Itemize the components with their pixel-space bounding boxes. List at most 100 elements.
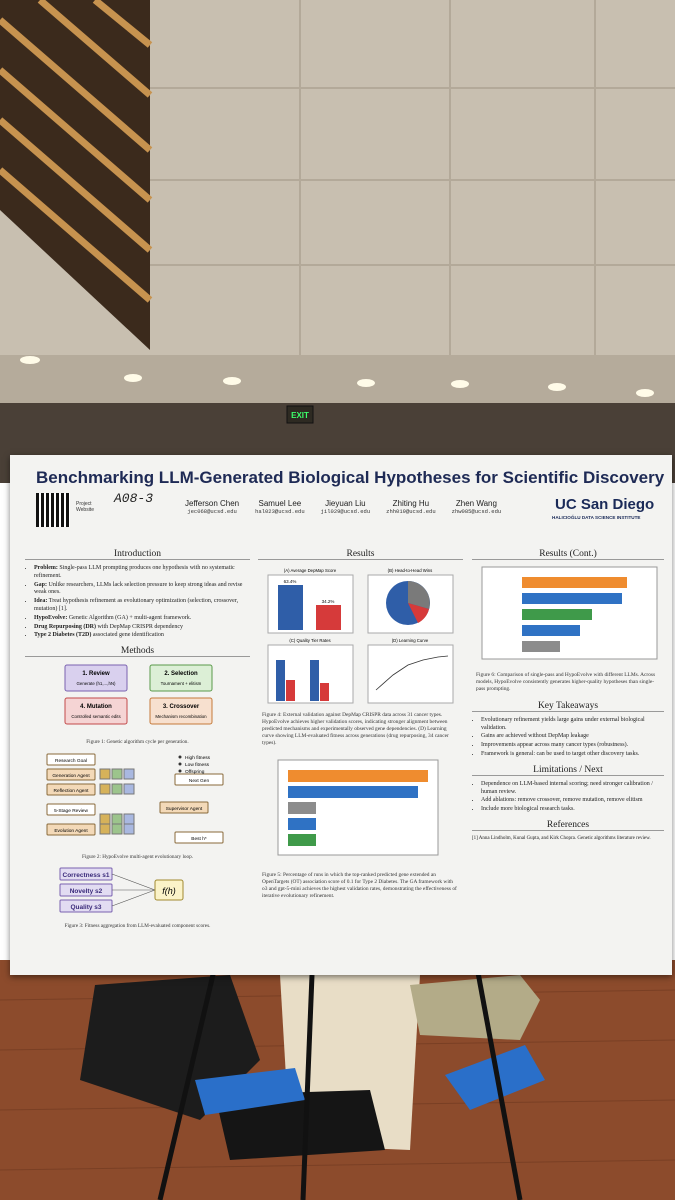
step-title: 4. Mutation	[80, 704, 112, 710]
bullet: Framework is general: can be used to tar…	[481, 751, 664, 759]
bar	[522, 609, 592, 620]
caption: Figure 6: Comparison of single-pass and …	[476, 671, 656, 692]
hypothesis-cell	[99, 768, 111, 780]
ceiling-panels	[150, 0, 675, 355]
brochure	[195, 1068, 305, 1115]
poster-title: Benchmarking LLM-Generated Biological Hy…	[36, 468, 665, 487]
section-heading: References	[472, 820, 664, 832]
ceiling-lights	[20, 356, 654, 397]
bullet: Problem: Single-pass LLM prompting produ…	[34, 565, 250, 581]
bullet: Include more biological research tasks.	[481, 806, 664, 814]
author-name: Zhiting Hu	[392, 499, 430, 508]
bar	[276, 660, 285, 701]
bullet: Drug Repurposing (DR) with DepMap CRISPR…	[34, 624, 250, 632]
author-email: jil029@ucsd.edu	[320, 508, 371, 515]
step-box	[64, 697, 128, 725]
intro-list: Problem: Single-pass LLM prompting produ…	[25, 565, 250, 640]
author-name: Samuel Lee	[258, 499, 302, 508]
soffit	[0, 355, 675, 403]
qr-code	[36, 493, 70, 527]
panel-frame	[367, 644, 454, 704]
section-heading: Limitations / Next	[472, 765, 664, 776]
agent-box	[46, 768, 96, 781]
author-email: jec068@ucsd.edu	[187, 508, 237, 515]
logo: UC San Diego	[555, 496, 655, 513]
agent-label: Research Goal	[55, 758, 87, 764]
hypothesis-cell	[123, 768, 135, 780]
bullet-text: Treat hypothesis refinement as evolution…	[34, 598, 239, 612]
bullet: Type 2 Diabetes (T2D) associated gene id…	[34, 632, 250, 640]
jacket	[410, 975, 540, 1040]
legend-dot	[178, 769, 182, 773]
wood-wall	[0, 0, 150, 350]
bar	[288, 785, 418, 798]
author: Samuel Lee hal023@ucsd.edu	[255, 499, 305, 515]
step-title: 3. Crossover	[163, 704, 200, 710]
hypothesis-cell	[111, 813, 123, 825]
exit-text: EXIT	[291, 411, 309, 420]
agent-label: Next Gen	[189, 778, 210, 784]
bullet-text: Unlike researchers, LLMs lack selection …	[34, 581, 243, 596]
bar	[288, 769, 428, 782]
agent-label: 5-Stage Review	[54, 808, 88, 814]
column-left: Introduction Problem: Single-pass LLM pr…	[25, 547, 250, 936]
panel-title: (D) Learning Curve	[392, 638, 429, 643]
bullet: Gap: Unlike researchers, LLMs lack selec…	[34, 582, 250, 598]
agent-loop: Research Goal Generation Agent Reflection …	[46, 753, 224, 844]
fitness-box	[154, 879, 184, 901]
bar	[522, 641, 560, 652]
agent-box	[46, 823, 96, 836]
agent-box	[174, 773, 224, 786]
bullet: HypoEvolve: Genetic Algorithm (GA) + mul…	[34, 615, 250, 623]
panel-title: (A) Average DepMap Score	[284, 568, 337, 573]
agent-box	[159, 801, 209, 814]
bar	[316, 605, 341, 630]
bar	[286, 680, 295, 701]
hypothesis-cell	[99, 783, 111, 795]
bar	[288, 817, 316, 830]
author: Jefferson Chen jec068@ucsd.edu	[185, 499, 239, 515]
reference-list: [1] Anna Lindholm, Kunal Gupta, and Kirk…	[472, 836, 664, 843]
panel-title: (C) Quality Tier Rates	[289, 638, 330, 643]
bar	[522, 625, 580, 636]
ga-cycle: 1. Review Generate (h1,...,hN) 2. Selectio…	[64, 664, 213, 725]
step-sub: Tournament + elitism	[161, 681, 202, 686]
bullet-lead: Problem:	[34, 565, 58, 571]
step-box	[64, 664, 128, 692]
bullet: Gains are achieved without DepMap leakag…	[481, 733, 664, 741]
section-heading: Methods	[25, 646, 250, 658]
bar	[522, 593, 622, 604]
reference: [1] Anna Lindholm, Kunal Gupta, and Kirk…	[472, 836, 651, 842]
caption: Figure 5: Percentage of runs in which th…	[262, 871, 457, 899]
bag	[215, 1090, 385, 1160]
bullet: Dependence on LLM-based internal scoring…	[481, 781, 664, 797]
author: Zhiting Hu zhh019@ucsd.edu	[386, 499, 436, 515]
author: Zhen Wang zhw085@ucsd.edu	[452, 499, 502, 515]
booth-number: A08-3	[114, 491, 154, 506]
column-middle: Results (A) Average DepMap Score (B) Head…	[258, 547, 463, 908]
pie-slice	[408, 581, 430, 609]
author-email: zhw085@ucsd.edu	[451, 508, 502, 515]
score-label: Quality s3	[70, 904, 101, 911]
agent-box	[46, 783, 96, 796]
authors: Jefferson Chen jec068@ucsd.edu Samuel Lee h…	[185, 499, 501, 515]
caption: Figure 3: Fitness aggregation from LLM-e…	[64, 923, 211, 930]
fitness-diagram: Correctness s1 Novelty s2 Quality s3 f(h)	[59, 867, 184, 913]
bullet-lead: Type 2 Diabetes (T2D)	[34, 632, 92, 639]
bullet-text: Single-pass LLM prompting produces one h…	[34, 565, 235, 579]
agent-box	[46, 753, 96, 766]
step-title: 1. Review	[82, 671, 110, 677]
agent-label: Supervisor Agent	[166, 806, 203, 812]
legend-dot	[178, 755, 182, 759]
caption: Figure 4: External validation against De…	[262, 711, 449, 746]
agent-box	[174, 831, 224, 844]
qr-label: Project Website	[76, 501, 94, 513]
legend-label: Offspring	[185, 769, 205, 775]
panel-title: (B) Head-to-Head Wins	[388, 568, 433, 573]
agent-box	[46, 803, 96, 816]
results-charts: (A) Average DepMap Score (B) Head-to-Head…	[267, 568, 454, 704]
author-email: hal023@ucsd.edu	[255, 508, 305, 515]
t2d-chart	[277, 759, 439, 856]
hypothesis-cell	[123, 783, 135, 795]
